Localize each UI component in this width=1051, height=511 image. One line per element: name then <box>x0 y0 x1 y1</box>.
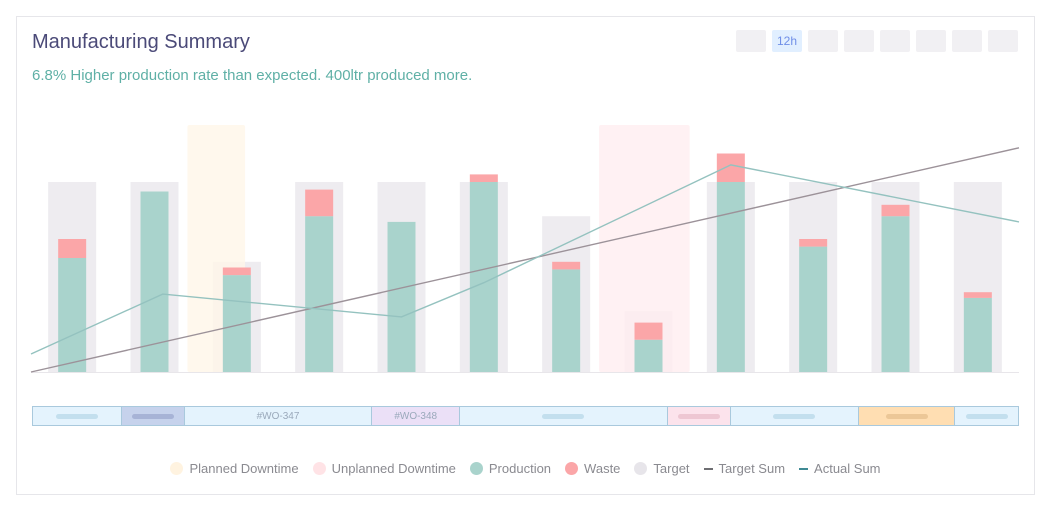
work-order-segment[interactable] <box>121 407 185 425</box>
placeholder-label <box>773 413 816 419</box>
legend-swatch-icon <box>565 462 579 475</box>
legend-swatch-icon <box>312 462 326 475</box>
production-bar <box>58 258 87 372</box>
work-order-label: #WO-347 <box>256 410 300 422</box>
time-range-button[interactable] <box>952 30 982 52</box>
time-range-button[interactable] <box>844 30 874 52</box>
waste-bar <box>634 322 663 340</box>
legend-swatch-icon <box>703 467 713 470</box>
waste-bar <box>963 292 992 298</box>
work-order-segment[interactable] <box>33 407 122 425</box>
production-bar <box>634 339 663 372</box>
legend-swatch-icon <box>469 462 483 475</box>
placeholder-label <box>677 413 720 419</box>
work-order-segment[interactable] <box>859 407 956 425</box>
work-order-segment[interactable] <box>730 407 860 425</box>
work-order-timeline: #WO-347 #WO-348 <box>32 406 1019 426</box>
manufacturing-chart <box>30 125 1020 373</box>
production-bar <box>963 297 992 372</box>
work-order-segment[interactable] <box>460 407 668 425</box>
work-order-segment[interactable]: #WO-348 <box>372 407 461 425</box>
legend-label: Unplanned Downtime <box>331 461 456 476</box>
waste-bar <box>716 153 745 182</box>
placeholder-label <box>131 413 174 419</box>
legend-label: Waste <box>584 461 621 476</box>
legend-label: Target <box>653 461 690 476</box>
downtime-band <box>599 125 690 372</box>
legend-label: Production <box>488 461 552 476</box>
placeholder-label <box>55 413 98 419</box>
waste-bar <box>305 189 334 217</box>
waste-bar <box>799 239 828 247</box>
legend-swatch-icon <box>634 462 648 475</box>
time-range-button[interactable] <box>988 30 1018 52</box>
legend-item[interactable]: Planned Downtime <box>170 461 299 476</box>
waste-bar <box>552 261 581 270</box>
waste-bar <box>58 239 87 258</box>
actual-sum-line <box>30 164 1020 355</box>
legend-item[interactable]: Production <box>469 461 552 476</box>
legend-item[interactable]: Unplanned Downtime <box>312 461 456 476</box>
time-range-button[interactable] <box>736 30 766 52</box>
page-title: Manufacturing Summary <box>32 31 250 53</box>
legend-label: Actual Sum <box>814 461 881 476</box>
legend-label: Target Sum <box>718 461 786 476</box>
legend-item[interactable]: Waste <box>565 461 620 476</box>
waste-bar <box>469 174 498 182</box>
legend-item[interactable]: Target Sum <box>703 461 786 476</box>
time-range-button[interactable] <box>916 30 946 52</box>
time-range-button[interactable] <box>808 30 838 52</box>
production-bar <box>140 191 169 372</box>
production-bar <box>387 221 416 372</box>
work-order-label: #WO-348 <box>394 410 438 422</box>
placeholder-label <box>542 413 585 419</box>
work-order-segment[interactable] <box>955 407 1019 425</box>
production-bar <box>799 246 828 372</box>
legend-item[interactable]: Target <box>634 461 690 476</box>
work-order-segment[interactable] <box>667 407 731 425</box>
production-bar <box>552 269 581 372</box>
waste-bar <box>881 204 910 217</box>
time-range-selector: 12h <box>736 30 1018 52</box>
legend-item[interactable]: Actual Sum <box>799 461 881 476</box>
time-range-button[interactable] <box>880 30 910 52</box>
production-bar <box>469 182 498 372</box>
chart-legend: Planned Downtime Unplanned Downtime Produc… <box>17 461 1034 476</box>
placeholder-label <box>885 413 928 419</box>
waste-bar <box>222 267 251 276</box>
legend-label: Planned Downtime <box>189 461 299 476</box>
production-bar <box>305 216 334 372</box>
target-sum-line <box>30 147 1020 373</box>
time-range-button[interactable]: 12h <box>772 30 802 52</box>
production-bar <box>881 216 910 372</box>
work-order-segment[interactable]: #WO-347 <box>184 407 373 425</box>
manufacturing-summary-card: Manufacturing Summary 6.8% Higher produc… <box>16 16 1035 495</box>
summary-subtitle: 6.8% Higher production rate than expecte… <box>32 67 473 84</box>
legend-swatch-icon <box>799 467 809 470</box>
legend-swatch-icon <box>170 462 184 475</box>
placeholder-label <box>965 413 1008 419</box>
